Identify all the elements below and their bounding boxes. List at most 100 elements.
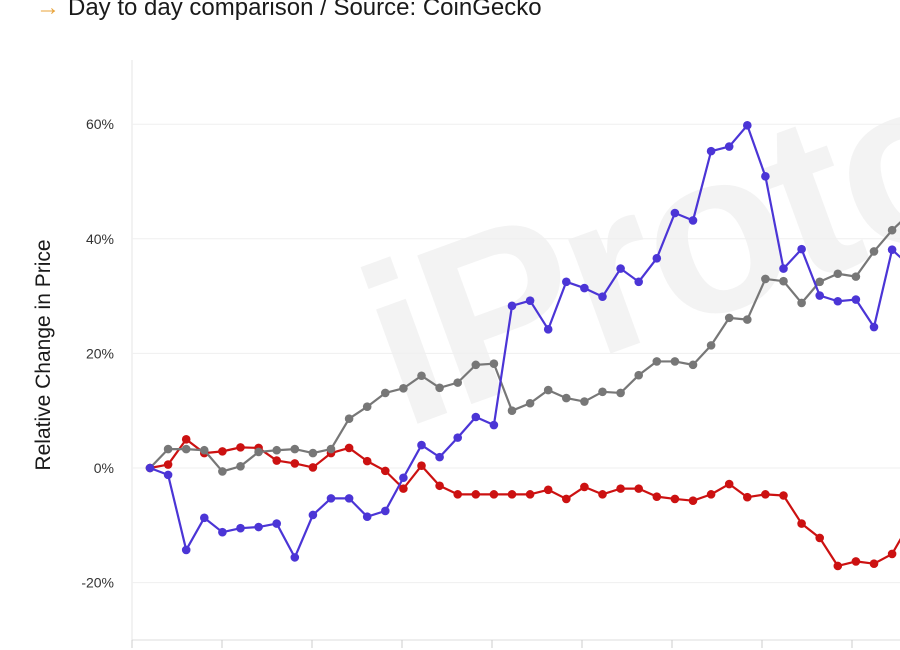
data-point	[815, 533, 824, 543]
chart-subtitle: → Day to day comparison / Source: CoinGec…	[36, 0, 542, 22]
series-group	[145, 121, 900, 571]
data-point	[308, 463, 318, 472]
data-point	[616, 264, 625, 273]
data-point	[670, 494, 680, 504]
data-point	[381, 388, 390, 398]
data-point	[290, 444, 300, 454]
x-axis-ticks	[131, 640, 853, 648]
data-point	[417, 461, 426, 471]
series-line-0	[145, 121, 900, 562]
data-point	[362, 402, 372, 411]
data-point	[163, 444, 173, 454]
data-point	[272, 519, 282, 528]
data-point	[634, 484, 643, 493]
data-point	[598, 292, 607, 301]
data-point	[399, 473, 408, 483]
data-point	[688, 496, 698, 505]
data-point	[525, 490, 535, 499]
data-point	[724, 142, 734, 151]
data-point	[797, 519, 806, 528]
data-point	[163, 460, 173, 469]
data-point	[163, 470, 173, 480]
data-point	[236, 523, 245, 533]
data-point	[362, 512, 372, 522]
data-point	[236, 461, 245, 471]
data-point	[688, 216, 698, 225]
y-tick-label: 40%	[86, 231, 114, 247]
series-path	[149, 438, 900, 568]
data-point	[761, 172, 770, 181]
data-point	[254, 522, 263, 532]
data-point	[851, 295, 861, 304]
data-point	[652, 253, 662, 263]
data-point	[652, 357, 662, 366]
data-point	[181, 444, 191, 454]
data-point	[869, 559, 879, 568]
data-point	[200, 445, 209, 455]
data-point	[525, 296, 535, 305]
data-point	[580, 283, 589, 293]
data-point	[489, 490, 499, 499]
data-point	[851, 557, 861, 566]
data-point	[145, 463, 155, 473]
series-path	[149, 221, 900, 473]
data-point	[326, 494, 336, 503]
data-point	[887, 225, 897, 235]
data-point	[634, 277, 643, 287]
data-point	[200, 513, 209, 523]
data-point	[833, 296, 843, 306]
data-point	[706, 146, 716, 156]
data-point	[344, 443, 354, 453]
data-point	[471, 412, 481, 422]
data-point	[743, 121, 752, 130]
data-point	[652, 492, 662, 501]
subtitle-text: Day to day comparison / Source: CoinGeck…	[68, 0, 542, 21]
data-point	[272, 445, 282, 455]
data-point	[435, 383, 444, 393]
y-tick-label: 20%	[86, 345, 114, 361]
data-point	[489, 420, 499, 430]
data-point	[525, 398, 535, 408]
data-point	[562, 494, 571, 504]
data-point	[471, 360, 481, 370]
data-point	[543, 325, 553, 334]
data-point	[833, 561, 843, 571]
data-point	[580, 397, 589, 406]
data-point	[381, 466, 390, 476]
data-point	[869, 247, 879, 256]
data-point	[543, 485, 553, 495]
data-point	[181, 545, 191, 555]
data-point	[833, 269, 843, 279]
data-point	[743, 492, 752, 502]
data-point	[236, 443, 245, 452]
data-point	[272, 456, 282, 465]
y-tick-label: 0%	[94, 460, 114, 476]
data-point	[471, 490, 481, 499]
data-point	[887, 245, 897, 254]
y-tick-label: 60%	[86, 116, 114, 132]
data-point	[218, 527, 227, 537]
data-point	[453, 433, 463, 442]
data-point	[562, 393, 571, 403]
data-point	[362, 456, 372, 466]
data-point	[507, 406, 517, 416]
data-point	[670, 208, 680, 218]
data-point	[706, 341, 716, 350]
gridlines	[131, 60, 900, 641]
series-line-1	[145, 221, 900, 476]
data-point	[326, 444, 336, 454]
data-point	[344, 414, 354, 424]
data-point	[616, 388, 625, 398]
data-point	[851, 272, 861, 281]
data-point	[218, 467, 227, 476]
y-tick-labels: -20% 0% 20% 40% 60%	[81, 116, 114, 590]
data-point	[290, 459, 300, 468]
data-point	[887, 549, 897, 559]
data-point	[435, 481, 444, 491]
data-point	[308, 510, 318, 520]
data-point	[743, 315, 752, 324]
data-point	[417, 371, 426, 381]
data-point	[779, 276, 788, 286]
data-point	[779, 491, 788, 500]
